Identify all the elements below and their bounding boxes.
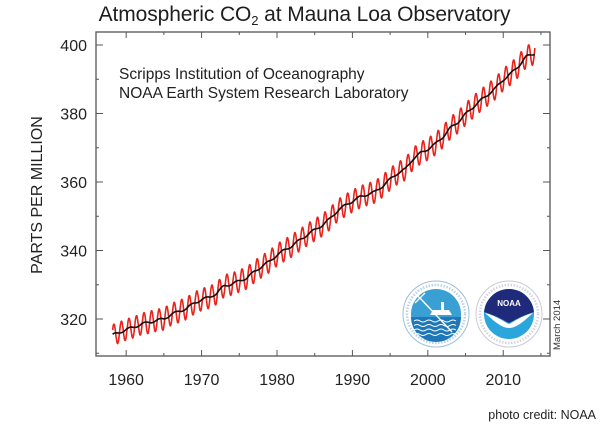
noaa-logo-label: NOAA — [497, 299, 521, 308]
x-tick-label: 1990 — [335, 372, 371, 389]
noaa-logo: NOAA — [475, 280, 543, 348]
scripps-wave — [413, 333, 457, 336]
x-tick-label: 2000 — [410, 372, 446, 389]
scripps-ring-text — [405, 283, 467, 345]
trident-shaft — [419, 297, 453, 333]
scripps-logo — [402, 280, 470, 348]
ship-icon — [430, 302, 452, 315]
x-tick-label: 1980 — [259, 372, 295, 389]
photo-credit: photo credit: NOAA — [488, 408, 596, 422]
title-text: Atmospheric CO — [98, 3, 252, 26]
noaa-ring-text — [478, 283, 540, 345]
chart-title: Atmospheric CO2 at Mauna Loa Observatory — [0, 3, 609, 27]
y-tick-label: 400 — [60, 38, 87, 55]
annotation-scripps: Scripps Institution of Oceanography — [119, 66, 365, 83]
plot-frame — [95, 31, 551, 357]
scripps-wave — [413, 324, 457, 327]
scripps-wave — [413, 319, 457, 323]
x-tick-label: 1970 — [184, 372, 220, 389]
title-suffix: at Mauna Loa Observatory — [258, 3, 511, 26]
y-tick-label: 360 — [60, 175, 87, 192]
y-tick-label: 380 — [60, 107, 87, 124]
monthly-co2-line — [111, 44, 536, 345]
y-tick-label: 340 — [60, 244, 87, 261]
annotation-noaa: NOAA Earth System Research Laboratory — [119, 85, 409, 102]
bird-icon — [485, 313, 533, 328]
noaa-top — [484, 289, 534, 323]
date-note: March 2014 — [552, 300, 563, 350]
trend-co2-line — [112, 53, 536, 335]
x-tick-label: 2010 — [485, 372, 521, 389]
x-tick-label: 1960 — [108, 372, 144, 389]
title-subscript: 2 — [251, 13, 259, 28]
trident-head-icon — [414, 292, 426, 304]
y-tick-label: 320 — [60, 312, 87, 329]
